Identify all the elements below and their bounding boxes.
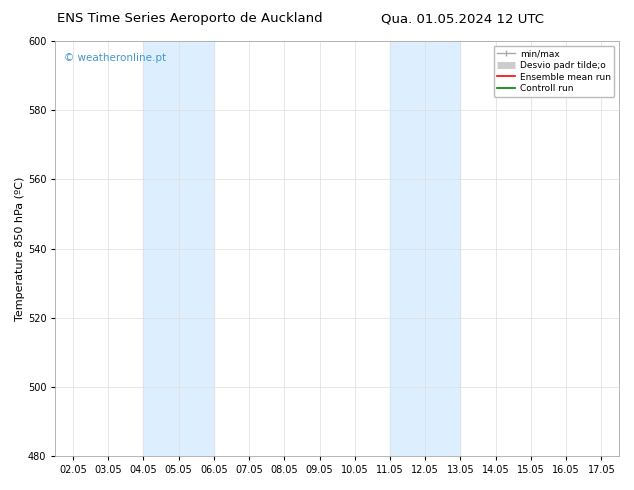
- Legend: min/max, Desvio padr tilde;o, Ensemble mean run, Controll run: min/max, Desvio padr tilde;o, Ensemble m…: [494, 46, 614, 97]
- Text: © weatheronline.pt: © weatheronline.pt: [64, 53, 166, 64]
- Text: ENS Time Series Aeroporto de Auckland: ENS Time Series Aeroporto de Auckland: [58, 12, 323, 25]
- Y-axis label: Temperature 850 hPa (ºC): Temperature 850 hPa (ºC): [15, 176, 25, 320]
- Text: Qua. 01.05.2024 12 UTC: Qua. 01.05.2024 12 UTC: [381, 12, 545, 25]
- Bar: [390, 41, 460, 456]
- Bar: [143, 41, 214, 456]
